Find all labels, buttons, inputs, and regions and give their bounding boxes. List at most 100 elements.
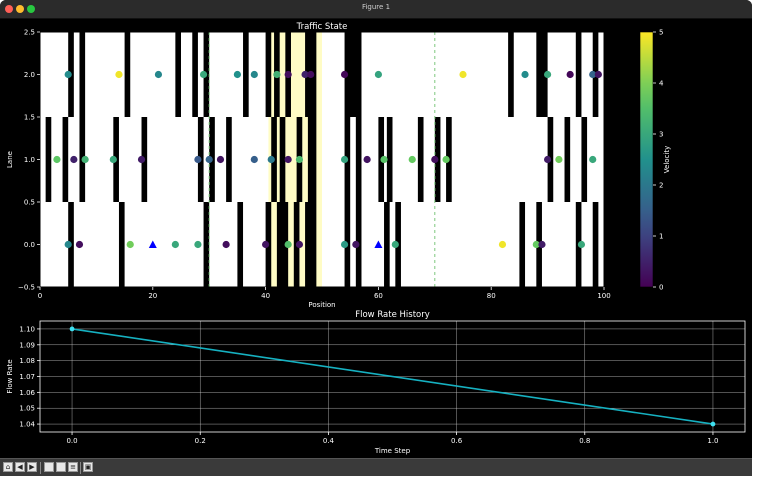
save-icon[interactable]: ▣	[83, 462, 93, 472]
flow-y-tick-label: 1.04	[19, 421, 35, 429]
stopped-vehicle-band	[124, 32, 131, 117]
back-icon[interactable]: ◀	[15, 462, 25, 472]
vehicle-point	[577, 240, 586, 249]
vehicle-point	[194, 240, 202, 249]
colorbar-gradient	[639, 31, 654, 288]
vehicle-point	[498, 240, 507, 249]
close-window-button[interactable]	[5, 5, 13, 13]
vehicle-point	[250, 70, 258, 79]
flow-chart-title: Flow Rate History	[355, 310, 430, 320]
stopped-vehicle-band	[226, 117, 232, 202]
vehicle-point	[532, 240, 540, 249]
vehicle-point	[137, 155, 146, 164]
flow-y-tick-label: 1.10	[19, 325, 35, 333]
stopped-vehicle-band	[243, 32, 249, 117]
home-icon[interactable]: ⌂	[3, 462, 13, 472]
forward-icon[interactable]: ▶	[27, 462, 37, 472]
zoom-window-button[interactable]	[27, 5, 35, 13]
x-tick-label: 80	[487, 292, 496, 300]
colorbar-tick-label: 2	[659, 182, 663, 190]
vehicle-point	[75, 240, 84, 249]
vehicle-point	[340, 70, 349, 79]
vehicle-point	[267, 155, 275, 164]
stopped-vehicle-band	[417, 117, 424, 202]
vehicle-point	[115, 70, 123, 79]
stopped-vehicle-band	[575, 32, 582, 117]
flow-y-axis-label: Flow Rate	[6, 359, 14, 393]
flow-x-tick-label: 0.8	[579, 437, 590, 445]
vehicle-point	[380, 155, 388, 164]
configure-icon[interactable]: ≡	[68, 462, 78, 472]
y-tick-label: 0.0	[24, 241, 35, 249]
stopped-vehicle-band	[175, 32, 181, 117]
flow-x-tick-label: 1.0	[707, 437, 718, 445]
title-bar: Figure 1	[0, 0, 752, 19]
vehicle-point	[301, 70, 309, 79]
velocity-colorbar: 0 1 2 3 4 5 Velocity	[639, 29, 671, 292]
stopped-vehicle-band	[307, 117, 317, 202]
vehicle-point	[284, 155, 292, 164]
vehicle-point	[154, 70, 163, 79]
flow-rate-line	[71, 328, 714, 425]
vehicle-point	[555, 155, 563, 164]
vehicle-point	[307, 70, 315, 79]
toolbar-separator	[80, 462, 81, 474]
stopped-vehicle-band	[237, 202, 244, 287]
figure-canvas: 0 20 40 60 80 100−0.50.00.51.01.52.02.5Traffi…	[6, 22, 746, 455]
pan-icon[interactable]	[44, 462, 54, 472]
minimize-window-button[interactable]	[16, 5, 24, 13]
toolbar: ⌂ ◀ ▶ ≡ ▣	[0, 458, 752, 476]
traffic-chart-title: Traffic State	[296, 22, 348, 32]
vehicle-point	[408, 155, 416, 164]
vehicle-point	[295, 155, 304, 164]
flow-x-tick-label: 0.2	[195, 437, 206, 445]
y-tick-label: 2.5	[24, 29, 35, 37]
stopped-vehicle-band	[79, 32, 86, 117]
vehicle-point	[262, 240, 270, 249]
vehicle-point	[594, 70, 602, 79]
y-tick-label: −0.5	[18, 284, 35, 292]
vehicle-point	[391, 240, 399, 249]
x-tick-label: 40	[261, 292, 270, 300]
flow-rate-chart: 0.0 0.2 0.4 0.6 0.8 1.0 1.04 1.05 1.06 1.07 1.08 1.…	[6, 310, 746, 455]
vehicle-point	[199, 70, 208, 79]
flow-x-tick-label: 0.0	[66, 437, 77, 445]
vehicle-point	[352, 240, 360, 249]
window-title: Figure 1	[361, 3, 391, 11]
stopped-vehicle-band	[508, 32, 514, 117]
vehicle-point	[126, 240, 134, 249]
vehicle-point	[431, 155, 439, 164]
vehicle-point	[544, 70, 552, 79]
colorbar-tick-label: 5	[659, 29, 663, 37]
flow-y-tick-label: 1.06	[19, 389, 35, 397]
flow-x-axis-label: Time Step	[374, 447, 411, 455]
x-tick-label: 20	[148, 292, 157, 300]
vehicle-point	[521, 70, 529, 79]
x-tick-label: 0	[38, 292, 42, 300]
y-tick-label: 1.5	[24, 114, 35, 122]
vehicle-point	[81, 155, 89, 164]
flow-y-tick-label: 1.05	[19, 405, 35, 413]
vehicle-point	[250, 155, 258, 164]
vehicle-point	[459, 70, 467, 79]
vehicle-point	[374, 70, 382, 79]
flow-rate-point	[69, 326, 75, 332]
flow-y-tick-label: 1.07	[19, 373, 35, 381]
stopped-vehicle-band	[203, 202, 210, 287]
stopped-vehicle-band	[592, 202, 599, 287]
vehicle-point	[194, 155, 202, 164]
vehicle-point	[589, 70, 597, 79]
vehicle-point	[284, 240, 292, 249]
zoom-icon[interactable]	[56, 462, 66, 472]
x-tick-label: 100	[597, 292, 610, 300]
vehicle-point	[363, 155, 371, 164]
y-tick-label: 1.0	[24, 156, 35, 164]
flow-rate-point	[710, 421, 716, 427]
x-tick-label: 60	[374, 292, 383, 300]
vehicle-point	[284, 70, 292, 79]
toolbar-separator	[40, 462, 41, 474]
stopped-vehicle-band	[564, 117, 571, 202]
stopped-vehicle-band	[192, 32, 198, 117]
stopped-vehicle-band	[62, 117, 69, 202]
vehicle-point	[273, 70, 281, 79]
